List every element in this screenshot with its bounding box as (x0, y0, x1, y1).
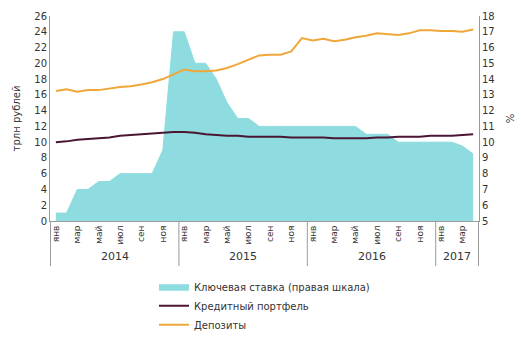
svg-text:10: 10 (34, 137, 47, 148)
svg-text:2016: 2016 (358, 250, 386, 263)
svg-text:16: 16 (34, 89, 47, 100)
svg-text:ноя: ноя (415, 226, 425, 243)
svg-text:сен: сен (265, 225, 275, 241)
svg-text:мар: мар (329, 225, 339, 243)
svg-text:мар: мар (201, 225, 211, 243)
svg-text:14: 14 (482, 74, 495, 85)
svg-text:12: 12 (482, 105, 495, 116)
svg-text:6: 6 (482, 200, 488, 211)
svg-text:ноя: ноя (158, 226, 168, 243)
svg-text:Депозиты: Депозиты (194, 320, 246, 331)
svg-text:24: 24 (34, 26, 47, 37)
svg-text:янв: янв (308, 226, 318, 243)
svg-text:17: 17 (482, 26, 495, 37)
svg-text:май: май (222, 225, 232, 243)
svg-text:Кредитный портфель: Кредитный портфель (194, 301, 309, 312)
svg-text:9: 9 (482, 152, 488, 163)
svg-text:янв: янв (51, 226, 61, 243)
svg-text:18: 18 (34, 74, 47, 85)
svg-text:6: 6 (41, 168, 47, 179)
svg-text:14: 14 (34, 105, 47, 116)
svg-text:мар: мар (72, 225, 82, 243)
svg-text:сен: сен (393, 225, 403, 241)
svg-text:8: 8 (482, 168, 488, 179)
svg-text:май: май (350, 225, 360, 243)
svg-text:11: 11 (482, 121, 495, 132)
svg-text:мар: мар (457, 225, 467, 243)
svg-text:15: 15 (482, 58, 495, 69)
svg-text:июл: июл (115, 226, 125, 245)
svg-text:2017: 2017 (443, 250, 471, 263)
svg-text:янв: янв (436, 226, 446, 243)
svg-text:26: 26 (34, 11, 47, 22)
svg-text:июл: июл (243, 226, 253, 245)
svg-text:7: 7 (482, 184, 488, 195)
svg-text:20: 20 (34, 58, 47, 69)
svg-text:июл: июл (372, 226, 382, 245)
svg-text:0: 0 (41, 216, 47, 227)
svg-text:4: 4 (41, 184, 47, 195)
svg-text:май: май (94, 225, 104, 243)
svg-text:12: 12 (34, 121, 47, 132)
svg-text:8: 8 (41, 152, 47, 163)
svg-text:янв: янв (179, 226, 189, 243)
svg-text:2014: 2014 (101, 250, 129, 263)
svg-text:Ключевая ставка (правая шкала): Ключевая ставка (правая шкала) (194, 282, 370, 293)
svg-text:22: 22 (34, 42, 47, 53)
svg-text:трлн рублей: трлн рублей (11, 86, 22, 152)
svg-text:%: % (505, 114, 516, 124)
svg-text:2: 2 (41, 200, 47, 211)
svg-text:18: 18 (482, 11, 495, 22)
svg-text:10: 10 (482, 137, 495, 148)
svg-text:5: 5 (482, 216, 488, 227)
svg-text:2015: 2015 (229, 250, 257, 263)
svg-text:16: 16 (482, 42, 495, 53)
svg-text:сен: сен (136, 225, 146, 241)
svg-text:ноя: ноя (286, 226, 296, 243)
svg-text:13: 13 (482, 89, 495, 100)
